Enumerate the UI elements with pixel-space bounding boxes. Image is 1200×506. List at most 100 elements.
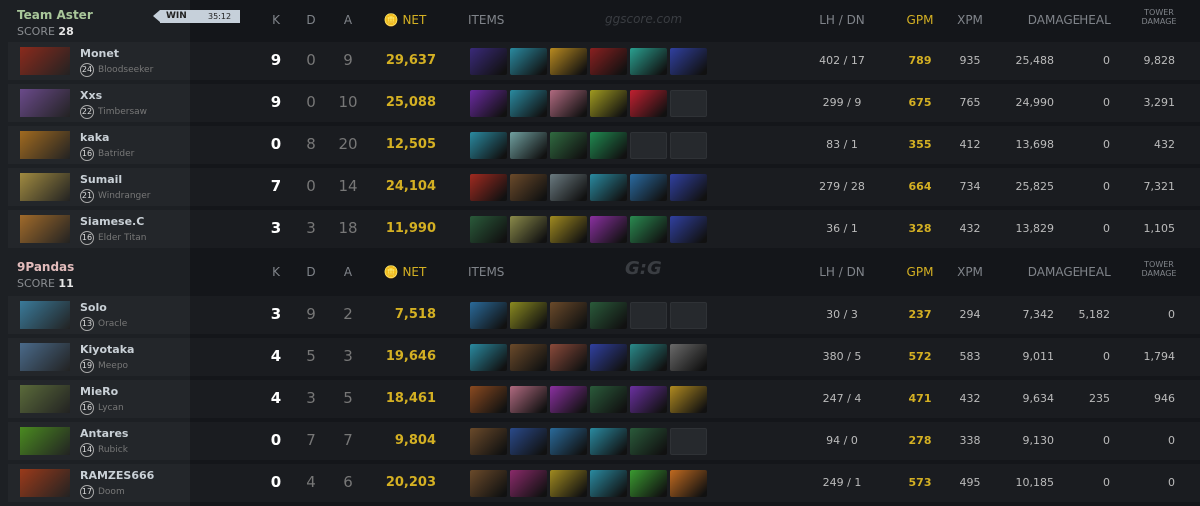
item-icon[interactable]	[590, 386, 627, 413]
last-hits-denies: 30 / 3	[826, 308, 858, 321]
item-icon[interactable]	[630, 48, 667, 75]
hero-portrait	[20, 469, 70, 497]
hero-portrait	[20, 385, 70, 413]
item-icon[interactable]	[510, 470, 547, 497]
gpm: 278	[908, 434, 932, 447]
player-name[interactable]: kaka	[80, 131, 110, 144]
player-row[interactable]: Kiyotaka 19 Meepo 4 5 3 19,646 380 / 5 5…	[0, 338, 1200, 376]
item-icon[interactable]	[510, 174, 547, 201]
item-icon[interactable]	[590, 344, 627, 371]
player-name[interactable]: Kiyotaka	[80, 343, 135, 356]
hero-portrait	[20, 47, 70, 75]
item-icon[interactable]	[510, 344, 547, 371]
deaths: 8	[306, 135, 316, 153]
item-icon[interactable]	[510, 48, 547, 75]
player-row[interactable]: Solo 13 Oracle 3 9 2 7,518 30 / 3 237 29…	[0, 296, 1200, 334]
item-icon[interactable]	[470, 386, 507, 413]
item-icon[interactable]	[510, 90, 547, 117]
item-icon[interactable]	[670, 470, 707, 497]
item-icon[interactable]	[590, 132, 627, 159]
gpm: 328	[908, 222, 932, 235]
item-icon[interactable]	[550, 428, 587, 455]
player-row[interactable]: MieRo 16 Lycan 4 3 5 18,461 247 / 4 471 …	[0, 380, 1200, 418]
item-icon[interactable]	[630, 386, 667, 413]
item-icon[interactable]	[510, 302, 547, 329]
gpm: 675	[908, 96, 932, 109]
item-icon[interactable]	[550, 470, 587, 497]
item-icon[interactable]	[470, 216, 507, 243]
hero-portrait	[20, 89, 70, 117]
deaths: 9	[306, 305, 316, 323]
item-icon[interactable]	[670, 216, 707, 243]
last-hits-denies: 247 / 4	[822, 392, 862, 405]
player-name[interactable]: MieRo	[80, 385, 119, 398]
item-icon[interactable]	[470, 90, 507, 117]
item-icon[interactable]	[590, 174, 627, 201]
item-icon[interactable]	[470, 48, 507, 75]
player-name[interactable]: Antares	[80, 427, 129, 440]
player-name[interactable]: Sumail	[80, 173, 123, 186]
player-name[interactable]: Siamese.C	[80, 215, 145, 228]
item-icon[interactable]	[630, 90, 667, 117]
item-icon[interactable]	[550, 302, 587, 329]
item-icon[interactable]	[630, 216, 667, 243]
empty-item-slot	[670, 428, 707, 455]
empty-item-slot	[670, 132, 707, 159]
item-icon[interactable]	[590, 470, 627, 497]
last-hits-denies: 36 / 1	[826, 222, 858, 235]
item-icon[interactable]	[470, 344, 507, 371]
item-icon[interactable]	[630, 344, 667, 371]
item-icon[interactable]	[550, 344, 587, 371]
item-icon[interactable]	[550, 132, 587, 159]
item-icon[interactable]	[470, 470, 507, 497]
team-header: Team Aster SCORE 28 WIN 35:12 ggscore.com…	[0, 0, 1200, 42]
player-row[interactable]: Xxs 22 Timbersaw 9 0 10 25,088 299 / 9 6…	[0, 84, 1200, 122]
player-name[interactable]: RAMZES666	[80, 469, 155, 482]
item-list	[470, 48, 707, 75]
item-icon[interactable]	[550, 216, 587, 243]
player-name[interactable]: Xxs	[80, 89, 103, 102]
hero-portrait	[20, 215, 70, 243]
item-icon[interactable]	[470, 428, 507, 455]
item-icon[interactable]	[630, 470, 667, 497]
item-icon[interactable]	[510, 132, 547, 159]
item-icon[interactable]	[630, 428, 667, 455]
player-row[interactable]: Antares 14 Rubick 0 7 7 9,804 94 / 0 278…	[0, 422, 1200, 460]
col-k: K	[272, 265, 280, 279]
player-row[interactable]: kaka 16 Batrider 0 8 20 12,505 83 / 1 35…	[0, 126, 1200, 164]
item-icon[interactable]	[590, 302, 627, 329]
item-icon[interactable]	[550, 90, 587, 117]
player-row[interactable]: Siamese.C 16 Elder Titan 3 3 18 11,990 3…	[0, 210, 1200, 248]
player-info: Solo 13 Oracle	[8, 296, 190, 334]
item-icon[interactable]	[670, 386, 707, 413]
item-icon[interactable]	[470, 302, 507, 329]
item-icon[interactable]	[630, 174, 667, 201]
item-icon[interactable]	[670, 48, 707, 75]
item-icon[interactable]	[510, 428, 547, 455]
assists: 7	[343, 431, 353, 449]
item-icon[interactable]	[470, 132, 507, 159]
item-icon[interactable]	[670, 174, 707, 201]
item-icon[interactable]	[550, 48, 587, 75]
kills: 4	[270, 347, 282, 365]
hero-level: 17	[80, 485, 94, 499]
item-icon[interactable]	[590, 428, 627, 455]
item-icon[interactable]	[590, 48, 627, 75]
item-icon[interactable]	[670, 344, 707, 371]
player-name[interactable]: Monet	[80, 47, 120, 60]
item-icon[interactable]	[590, 90, 627, 117]
player-name[interactable]: Solo	[80, 301, 107, 314]
player-row[interactable]: RAMZES666 17 Doom 0 4 6 20,203 249 / 1 5…	[0, 464, 1200, 502]
player-row[interactable]: Monet 24 Bloodseeker 9 0 9 29,637 402 / …	[0, 42, 1200, 80]
item-icon[interactable]	[550, 386, 587, 413]
net-worth: 29,637	[385, 53, 436, 68]
item-list	[470, 174, 707, 201]
item-icon[interactable]	[510, 386, 547, 413]
item-icon[interactable]	[510, 216, 547, 243]
item-icon[interactable]	[470, 174, 507, 201]
item-icon[interactable]	[590, 216, 627, 243]
item-icon[interactable]	[550, 174, 587, 201]
deaths: 5	[306, 347, 316, 365]
player-row[interactable]: Sumail 21 Windranger 7 0 14 24,104 279 /…	[0, 168, 1200, 206]
assists: 20	[338, 135, 358, 153]
